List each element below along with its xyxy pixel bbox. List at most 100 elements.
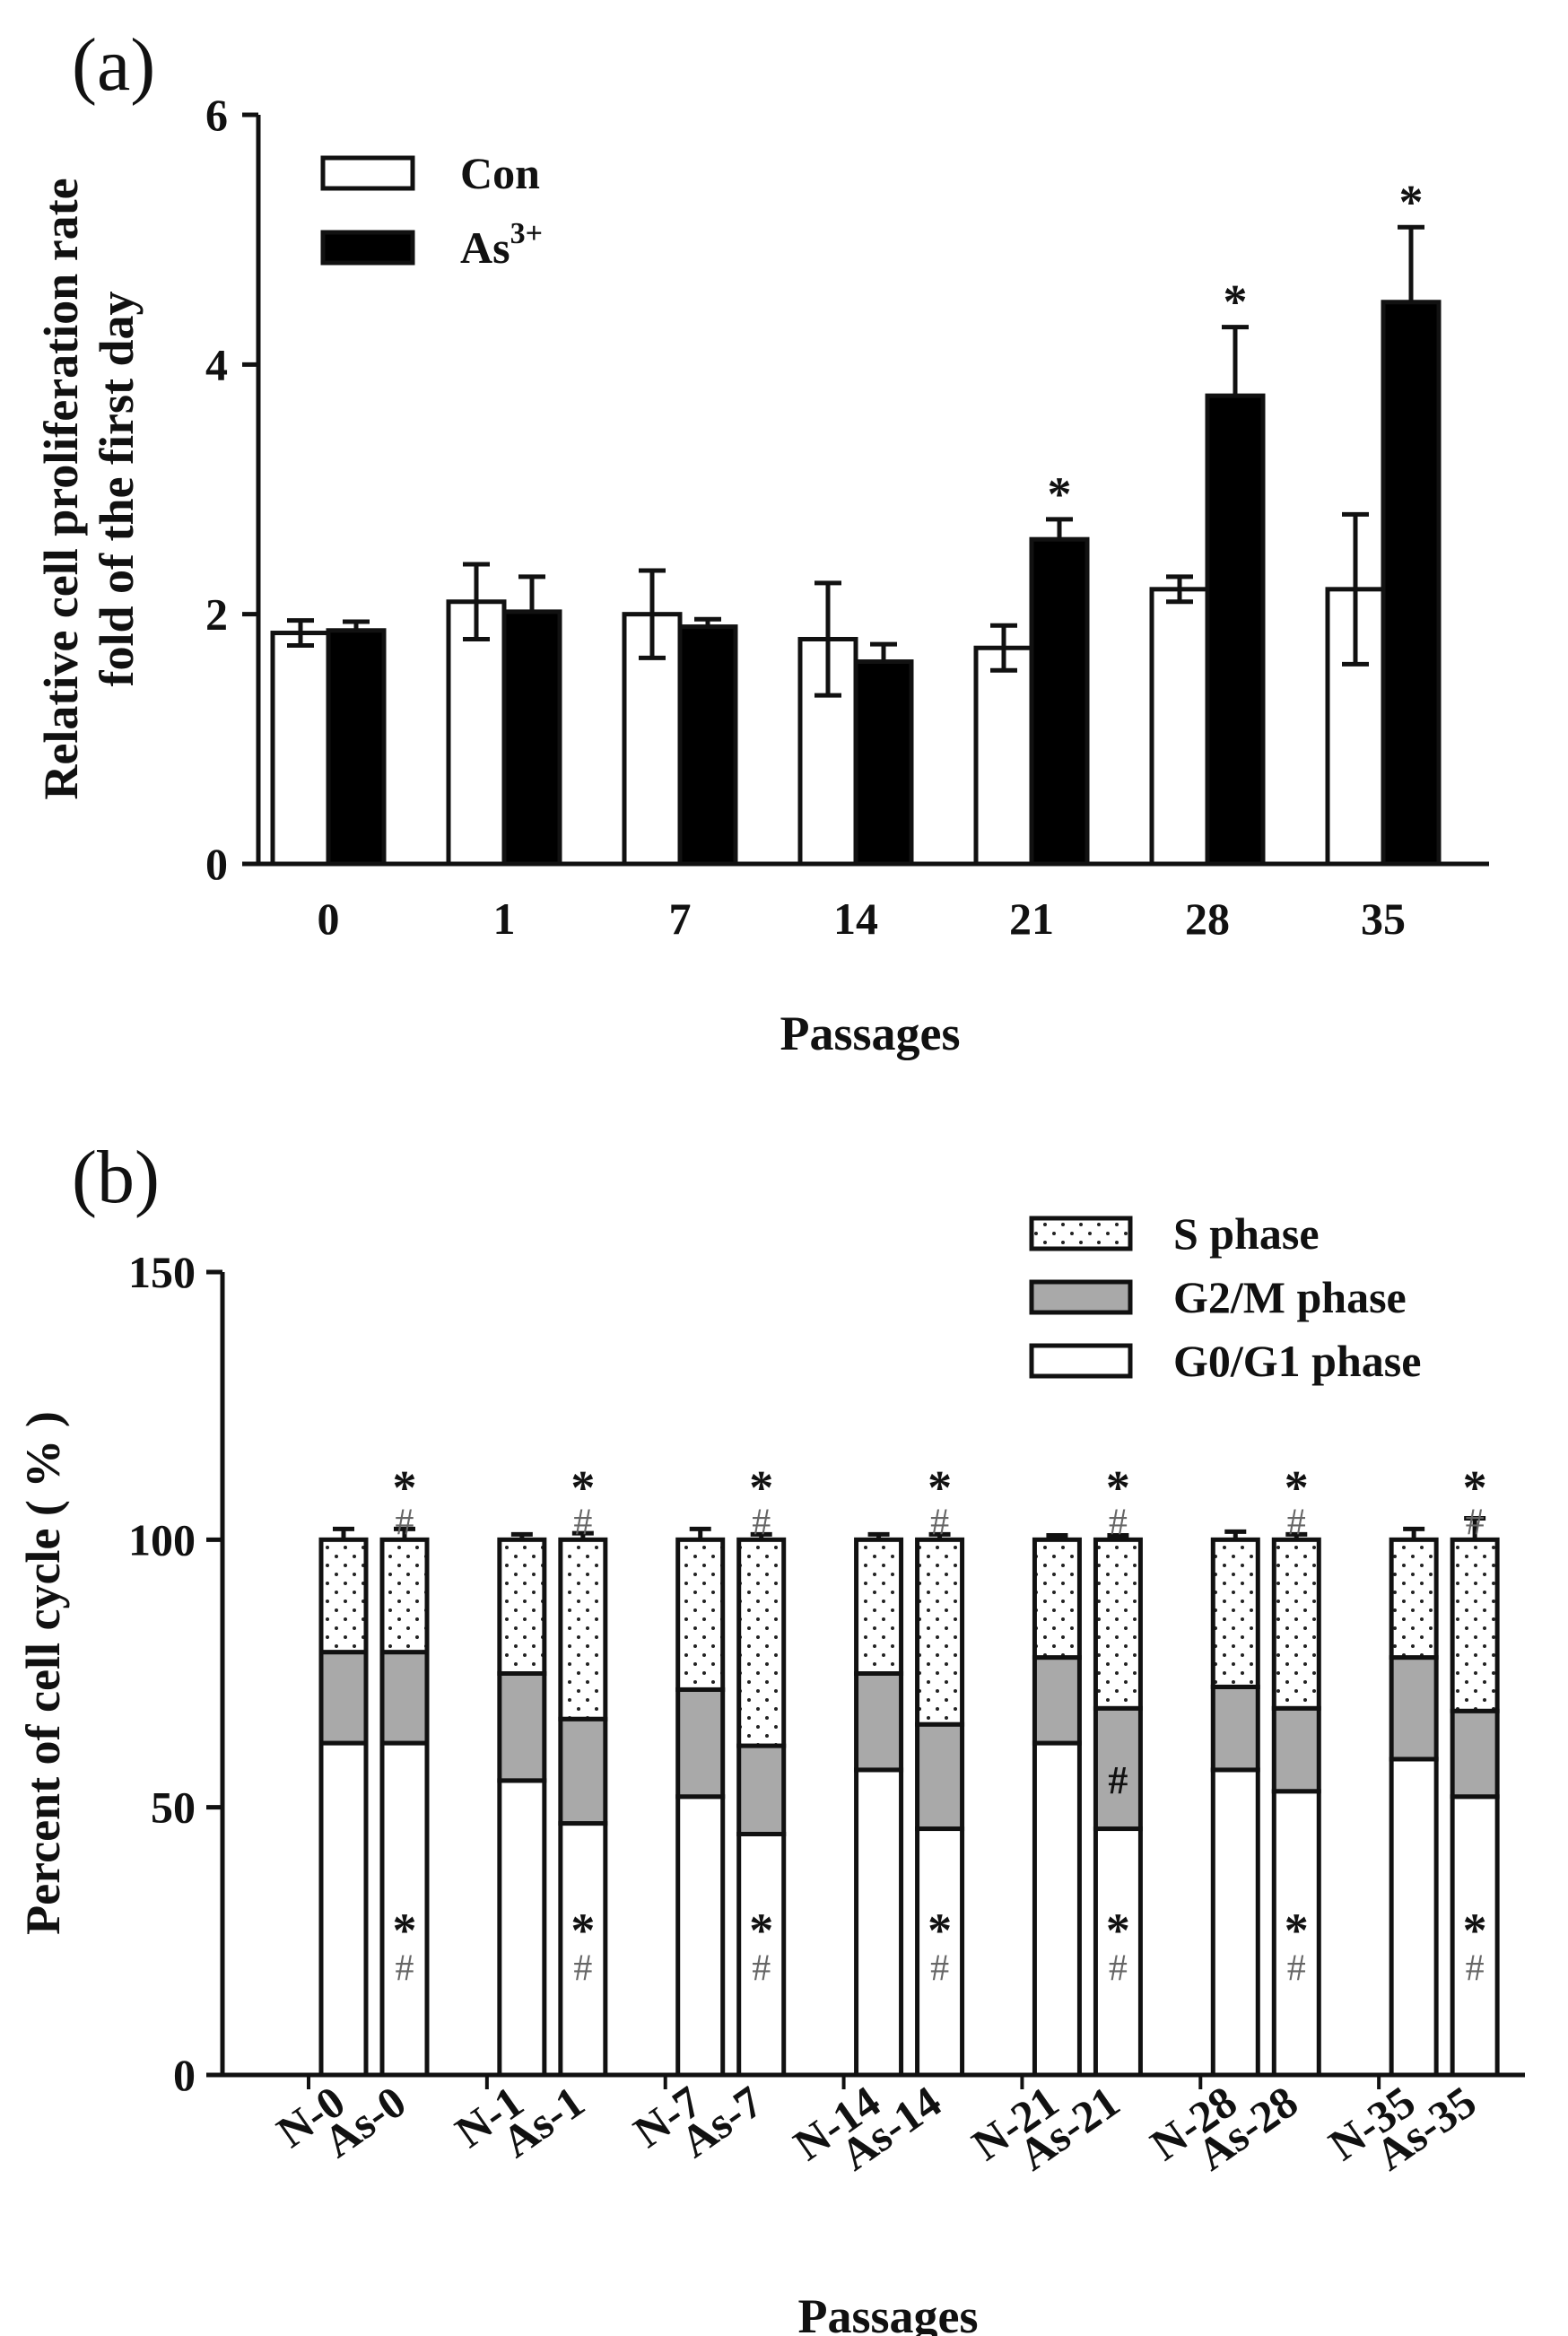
bottom-significance-hash: # [1466,1948,1485,1990]
con-bar [1149,587,1210,867]
legend-as-superscript: 3+ [510,217,543,250]
stacked-bar-s-phase [318,1537,369,1655]
bottom-significance-hash: # [573,1948,592,1990]
legend-label: G2/M phase [1173,1272,1407,1322]
chart-a-x-axis-title: Passages [780,1007,961,1060]
stacked-bar-g0-g1-phase [1450,1794,1500,2078]
stacked-bar-g2-m-phase [379,1650,430,1746]
bottom-significance-hash: # [752,1948,771,1990]
stacked-bar-g2-m-phase [915,1721,965,1832]
stacked-bar-g2-m-phase [558,1716,608,1826]
chart-a-x-tick-label: 14 [833,893,878,944]
stacked-bar-s-phase [1389,1537,1439,1660]
legend-label: S phase [1173,1208,1320,1259]
stacked-bar-s-phase [915,1537,965,1727]
significance-star: * [1399,175,1424,229]
stacked-bar-g0-g1-phase [854,1767,904,2078]
stacked-bar-g0-g1-phase [318,1740,369,2078]
chart-a-x-tick-label: 1 [493,893,516,944]
top-significance-star: * [749,1460,773,1514]
stacked-bar-g2-m-phase [736,1743,787,1837]
bottom-significance-hash: # [1287,1948,1306,1990]
chart-b-x-axis-title: Passages [798,2289,979,2336]
top-significance-hash: # [396,1502,414,1543]
chart-a: 0 2 4 6 0 1 7 14 21 * 28 * 35 * Relative cell prolifer… [34,90,1489,1060]
as-bar [1381,300,1442,867]
chart-a-x-tick-label: 7 [669,893,692,944]
panel-b-label: (b) [72,1136,160,1219]
chart-b-y-tick-label: 100 [128,1514,196,1565]
bottom-significance-star: * [749,1904,773,1957]
top-significance-star: * [393,1460,417,1514]
chart-a-x-tick-label: 21 [1009,893,1054,944]
bottom-significance-star: * [928,1904,952,1957]
chart-b-y-tick-label: 150 [128,1247,196,1297]
chart-b-y-tick-label: 50 [151,1783,196,1833]
legend-as-text: As [460,222,510,273]
stacked-bar-g2-m-phase [1093,1705,1143,1832]
top-significance-hash: # [1466,1502,1485,1543]
chart-a-x-tick-label: 35 [1361,893,1406,944]
legend-con-label: Con [460,148,540,198]
legend-as-label: As3+ [460,217,543,273]
top-significance-star: * [928,1460,952,1514]
chart-a-y-label-line1: Relative cell proliferation rate [34,178,88,799]
stacked-bar-s-phase [558,1537,608,1721]
chart-a-x-tick-label: 0 [318,893,340,944]
stacked-bar-s-phase [1210,1537,1260,1689]
bottom-significance-star: * [393,1904,417,1957]
chart-a-y-tick-label: 4 [205,339,228,389]
bottom-significance-star: * [1106,1904,1130,1957]
as-bar [501,609,562,867]
panel-a-label: (a) [72,23,155,107]
stacked-bar-s-phase [1271,1537,1321,1711]
legend-swatch-s-phase [1029,1216,1133,1251]
con-bar [973,645,1034,867]
stacked-bar-g0-g1-phase [1032,1740,1082,2078]
legend-as-swatch [320,230,415,266]
chart-b-y-axis-title: Percent of cell cycle ( % ) [16,1411,70,1935]
con-bar [270,631,331,867]
stacked-bar-g2-m-phase [318,1650,369,1746]
legend-con-swatch [320,155,415,191]
stacked-bar-g0-g1-phase [736,1832,787,2078]
stacked-bar-g0-g1-phase [1210,1767,1260,2078]
bottom-significance-star: * [571,1904,595,1957]
stacked-bar-s-phase [736,1537,787,1748]
stacked-bar-s-phase [1093,1537,1143,1711]
chart-a-y-axis-title: Relative cell proliferation rate fold of … [34,178,144,799]
top-significance-star: * [571,1460,595,1514]
as-bar [326,628,387,867]
mid-significance-hash: # [1108,1758,1128,1802]
as-bar [1205,393,1266,867]
bottom-significance-hash: # [1109,1948,1128,1990]
stacked-bar-s-phase [675,1537,726,1692]
stacked-bar-g2-m-phase [1389,1655,1439,1762]
chart-b-y-tick-label: 0 [173,2050,196,2100]
bottom-significance-hash: # [930,1948,949,1990]
chart-a-y-tick-label: 0 [205,839,228,889]
stacked-bar-s-phase [854,1537,904,1677]
top-significance-star: * [1285,1460,1309,1514]
chart-a-y-tick-label: 2 [205,589,228,640]
top-significance-hash: # [930,1502,949,1543]
con-bar [1325,587,1386,867]
top-significance-star: * [1106,1460,1130,1514]
top-significance-hash: # [573,1502,592,1543]
chart-a-x-tick-label: 28 [1185,893,1230,944]
con-bar [446,599,507,867]
top-significance-star: * [1463,1460,1487,1514]
stacked-bar-s-phase [497,1537,547,1677]
as-bar [677,624,738,867]
significance-star: * [1048,467,1072,521]
stacked-bar-g2-m-phase [854,1671,904,1773]
stacked-bar-g2-m-phase [1450,1708,1500,1800]
stacked-bar-g0-g1-phase [1093,1826,1143,2078]
stacked-bar-g0-g1-phase [1389,1756,1439,2078]
stacked-bar-g2-m-phase [1271,1705,1321,1794]
bottom-significance-star: * [1463,1904,1487,1957]
top-significance-hash: # [1109,1502,1128,1543]
stacked-bar-g2-m-phase [675,1687,726,1800]
